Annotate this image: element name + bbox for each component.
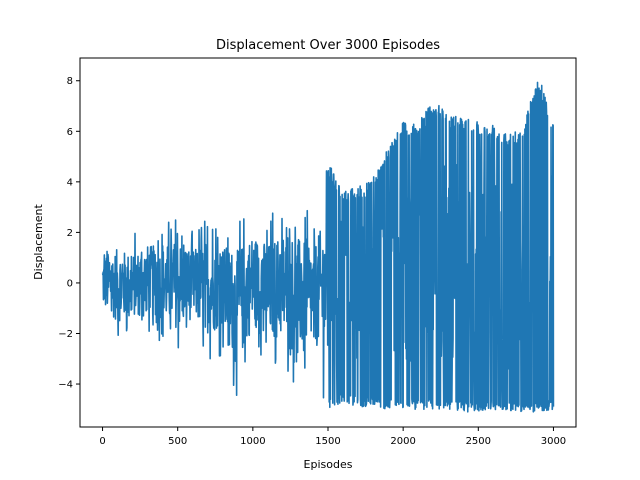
displacement-series-line [101,81,555,413]
y-tick-label: 6 [67,127,73,138]
x-tick-label: 1000 [240,436,265,447]
chart-title: Displacement Over 3000 Episodes [216,38,440,53]
x-tick-label: 500 [168,436,187,447]
x-tick-label: 2000 [390,436,415,447]
x-tick-label: 0 [99,436,105,447]
y-tick-label: 8 [67,76,73,87]
y-tick-label: −2 [58,329,73,340]
x-axis: 0 500 1000 1500 2000 2500 3000 [99,427,566,447]
y-tick-label: −4 [58,380,73,391]
x-tick-label: 2500 [466,436,491,447]
y-tick-label: 4 [67,177,73,188]
y-axis-label: Displacement [32,204,45,280]
y-tick-label: 0 [67,278,73,289]
x-axis-label: Episodes [304,458,353,471]
plot-area [101,81,555,413]
x-tick-label: 1500 [315,436,340,447]
x-tick-label: 3000 [541,436,566,447]
y-axis: −4 −2 0 2 4 6 8 [58,76,80,391]
y-tick-label: 2 [67,228,73,239]
